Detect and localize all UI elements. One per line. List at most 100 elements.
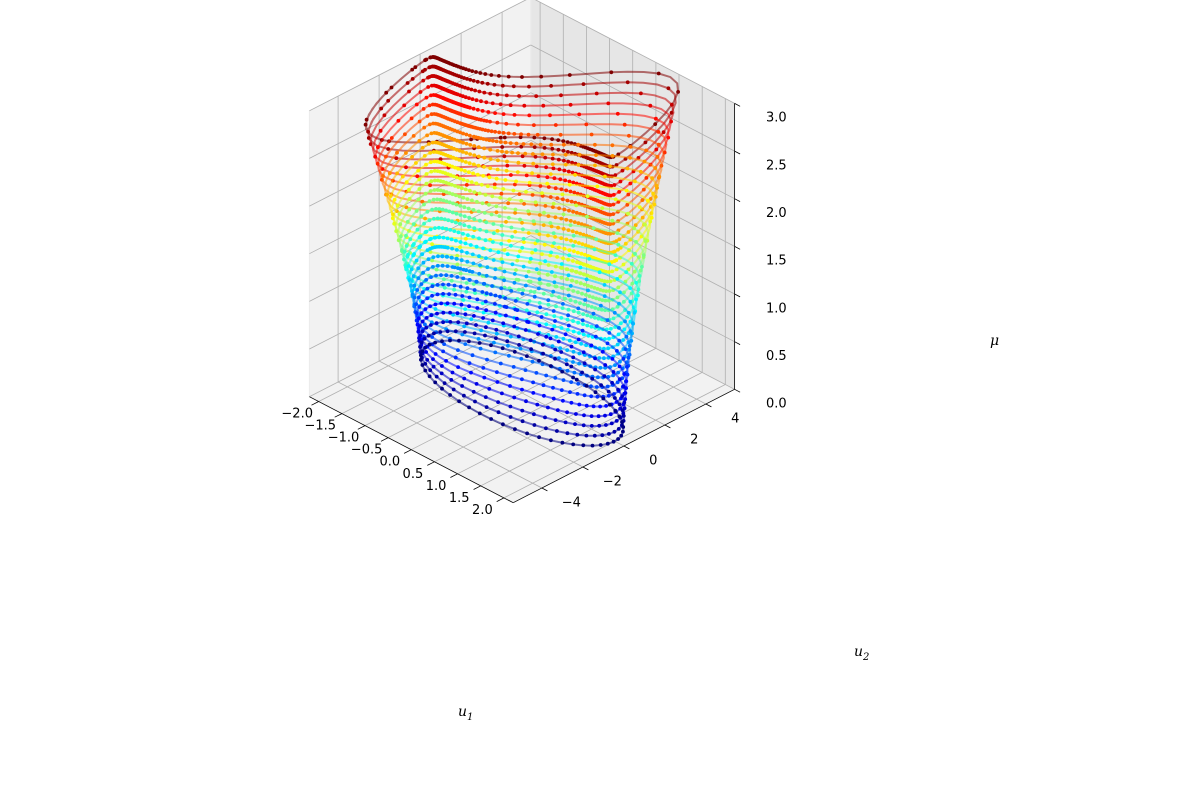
cycle-point — [510, 150, 514, 155]
cycle-point — [509, 243, 513, 248]
cycle-point — [485, 81, 490, 86]
cycle-point — [457, 157, 461, 162]
cycle-point — [573, 240, 578, 244]
cycle-point — [568, 284, 573, 288]
cycle-point — [630, 321, 635, 326]
cycle-point — [408, 237, 413, 242]
cycle-point — [515, 258, 520, 263]
cycle-point — [542, 210, 546, 215]
cycle-point — [594, 296, 598, 301]
cycle-point — [518, 346, 523, 351]
cycle-point — [537, 301, 542, 305]
cycle-point — [468, 152, 472, 157]
cycle-point — [447, 191, 452, 196]
cycle-point — [534, 371, 539, 375]
cycle-point — [469, 87, 474, 92]
cycle-points-mu-1.8 — [392, 169, 653, 274]
cycle-point — [456, 365, 460, 369]
cycle-point — [435, 197, 440, 202]
cycle-point — [575, 392, 580, 396]
cycle-point — [612, 429, 617, 434]
cycle-point — [483, 193, 488, 197]
cycle-point — [589, 343, 594, 348]
cycle-point — [604, 423, 608, 427]
cycle-point — [594, 153, 598, 158]
cycle-point — [505, 331, 510, 335]
cycle-point — [475, 107, 480, 112]
cycle-point — [404, 165, 408, 170]
cycle-point — [574, 210, 579, 215]
cycle-point — [556, 147, 561, 152]
cycle-point — [553, 347, 558, 352]
cycle-point — [421, 78, 426, 83]
cycle-point — [606, 393, 611, 398]
cycle-point — [584, 384, 589, 388]
cycle-point — [425, 296, 430, 301]
cycle-point — [477, 154, 481, 159]
cycle-point — [516, 160, 521, 165]
cycle-point — [591, 311, 596, 316]
cycle-point — [621, 384, 626, 389]
cycle-point — [430, 293, 434, 298]
cycle-point — [476, 145, 481, 150]
cycle-point — [453, 165, 457, 170]
cycle-point — [424, 350, 428, 354]
cycle-point — [523, 368, 528, 372]
cycle-point — [502, 278, 506, 283]
cycle-point — [596, 316, 601, 321]
cycle-point — [416, 266, 421, 271]
cycle-point — [449, 278, 454, 283]
cycle-point — [512, 349, 517, 354]
cycle-point — [449, 237, 454, 242]
cycle-point — [541, 291, 546, 296]
cycle-point — [571, 319, 575, 323]
cycle-point — [430, 242, 434, 247]
cycle-point — [414, 302, 418, 306]
cycle-point — [458, 176, 462, 181]
cycle-point — [608, 412, 613, 417]
cycle-point — [407, 207, 412, 212]
cycle-point — [474, 244, 479, 249]
cycle-point — [553, 186, 558, 191]
cycle-point — [459, 186, 464, 191]
cycle-point — [412, 242, 416, 246]
cycle-point — [634, 297, 638, 302]
cycle-point — [468, 243, 473, 247]
cycle-point — [526, 269, 531, 274]
cycle-point — [643, 222, 647, 227]
cycle-point — [489, 73, 494, 77]
cycle-point — [582, 361, 587, 366]
cycle-point — [553, 123, 558, 127]
cycle-point — [424, 229, 429, 234]
cycle-point — [549, 438, 553, 443]
cycle-point — [537, 277, 542, 282]
cycle-point — [435, 311, 439, 316]
cycle-point — [566, 323, 571, 328]
cycle-point — [541, 342, 545, 347]
cycle-point — [557, 245, 561, 250]
gridline-z-back — [530, 235, 735, 343]
cycle-point — [442, 342, 446, 346]
cycle-point — [364, 117, 369, 122]
cycle-point — [512, 132, 517, 136]
cycle-point — [566, 293, 571, 298]
gridline-z-left — [309, 235, 531, 350]
cycle-point — [474, 280, 479, 284]
cycle-point — [567, 179, 572, 184]
cycle-point — [548, 336, 553, 341]
cycle-point — [452, 301, 457, 306]
cycle-point — [565, 410, 569, 415]
cycle-point — [423, 345, 428, 350]
cycle-point — [416, 316, 421, 321]
cycle-point — [423, 240, 427, 245]
cycle-point — [487, 202, 491, 207]
cycle-point — [634, 280, 638, 285]
cycle-point — [634, 240, 638, 244]
cycle-point — [478, 227, 482, 232]
cycle-point — [424, 316, 429, 320]
cycle-point — [455, 138, 459, 143]
cycle-point — [427, 218, 432, 223]
cycle-point — [591, 265, 595, 270]
cycle-point — [466, 105, 470, 109]
cycle-point — [582, 302, 587, 307]
